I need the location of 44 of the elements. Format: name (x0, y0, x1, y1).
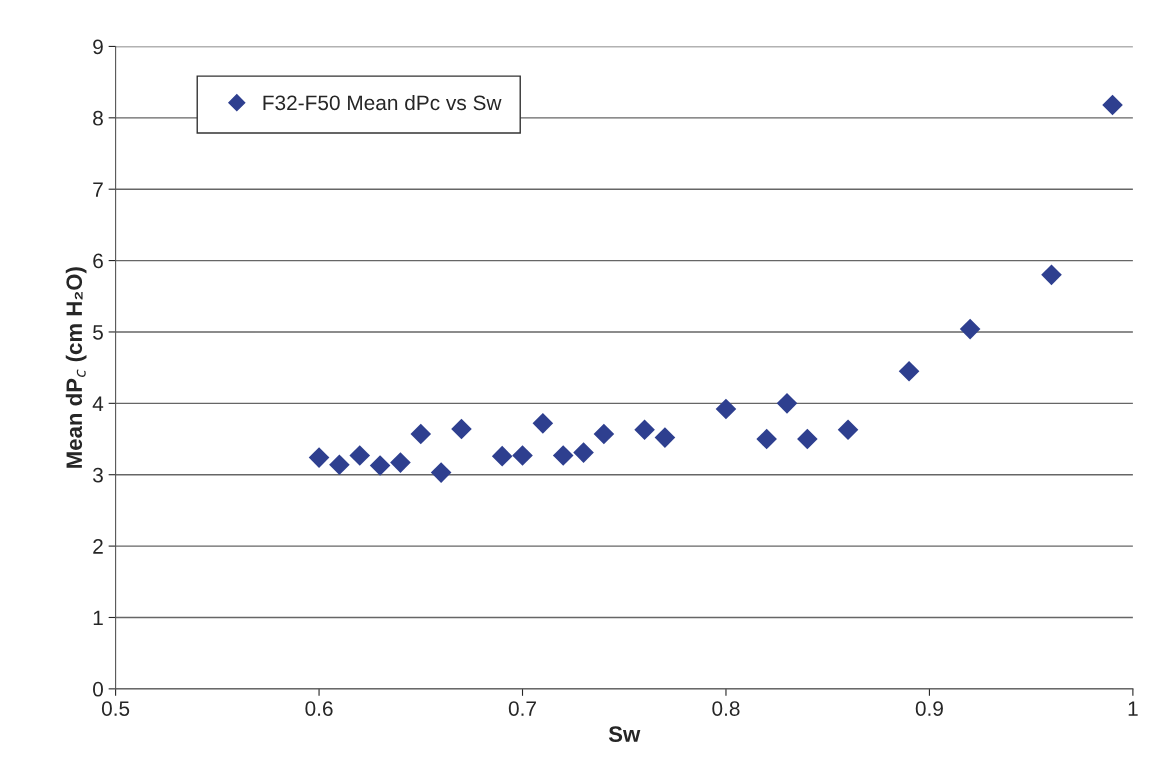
point (1102, 94, 1123, 116)
y-tick-label: 6 (93, 253, 103, 269)
point (1041, 264, 1062, 286)
x-tick-label: 0.8 (712, 701, 740, 716)
point (369, 455, 391, 476)
y-tick-label: 8 (93, 110, 103, 126)
y-tick-label: 9 (93, 39, 103, 55)
point (898, 360, 920, 382)
x-tick-label: 0.6 (305, 701, 333, 716)
point (593, 423, 615, 445)
y-axis-title: Mean dP$_{c}$ (cm H₂O) (65, 267, 87, 468)
legend-label: F32-F50 Mean dPc vs Sw (263, 94, 502, 111)
point (837, 419, 859, 441)
point (715, 398, 737, 420)
y-tick-label: 0 (93, 681, 103, 697)
x-tick-label: 0.7 (508, 701, 536, 716)
point (959, 318, 981, 340)
y-tick-label: 1 (93, 610, 103, 626)
point (410, 423, 432, 445)
point (634, 419, 655, 441)
y-tick-label: 5 (93, 325, 103, 340)
point (491, 445, 513, 467)
x-tick-label: 1 (1128, 701, 1138, 716)
point (756, 428, 777, 450)
point (329, 454, 350, 476)
x-axis-title: Sw (608, 726, 641, 742)
y-tick-label: 7 (93, 182, 103, 197)
point (654, 427, 676, 448)
point (797, 428, 818, 450)
point (552, 445, 574, 466)
y-tick-label: 4 (92, 396, 104, 411)
point (430, 462, 452, 483)
y-tick-label: 3 (93, 467, 103, 483)
point (512, 445, 533, 466)
point (776, 393, 798, 414)
y-tick-label: 2 (93, 539, 103, 554)
x-tick-label: 0.9 (915, 701, 943, 716)
point (390, 452, 411, 473)
point (532, 413, 554, 434)
point (451, 418, 472, 440)
point (308, 447, 330, 468)
x-tick-label: 0.5 (101, 701, 130, 716)
point (349, 445, 371, 466)
point (573, 442, 594, 463)
